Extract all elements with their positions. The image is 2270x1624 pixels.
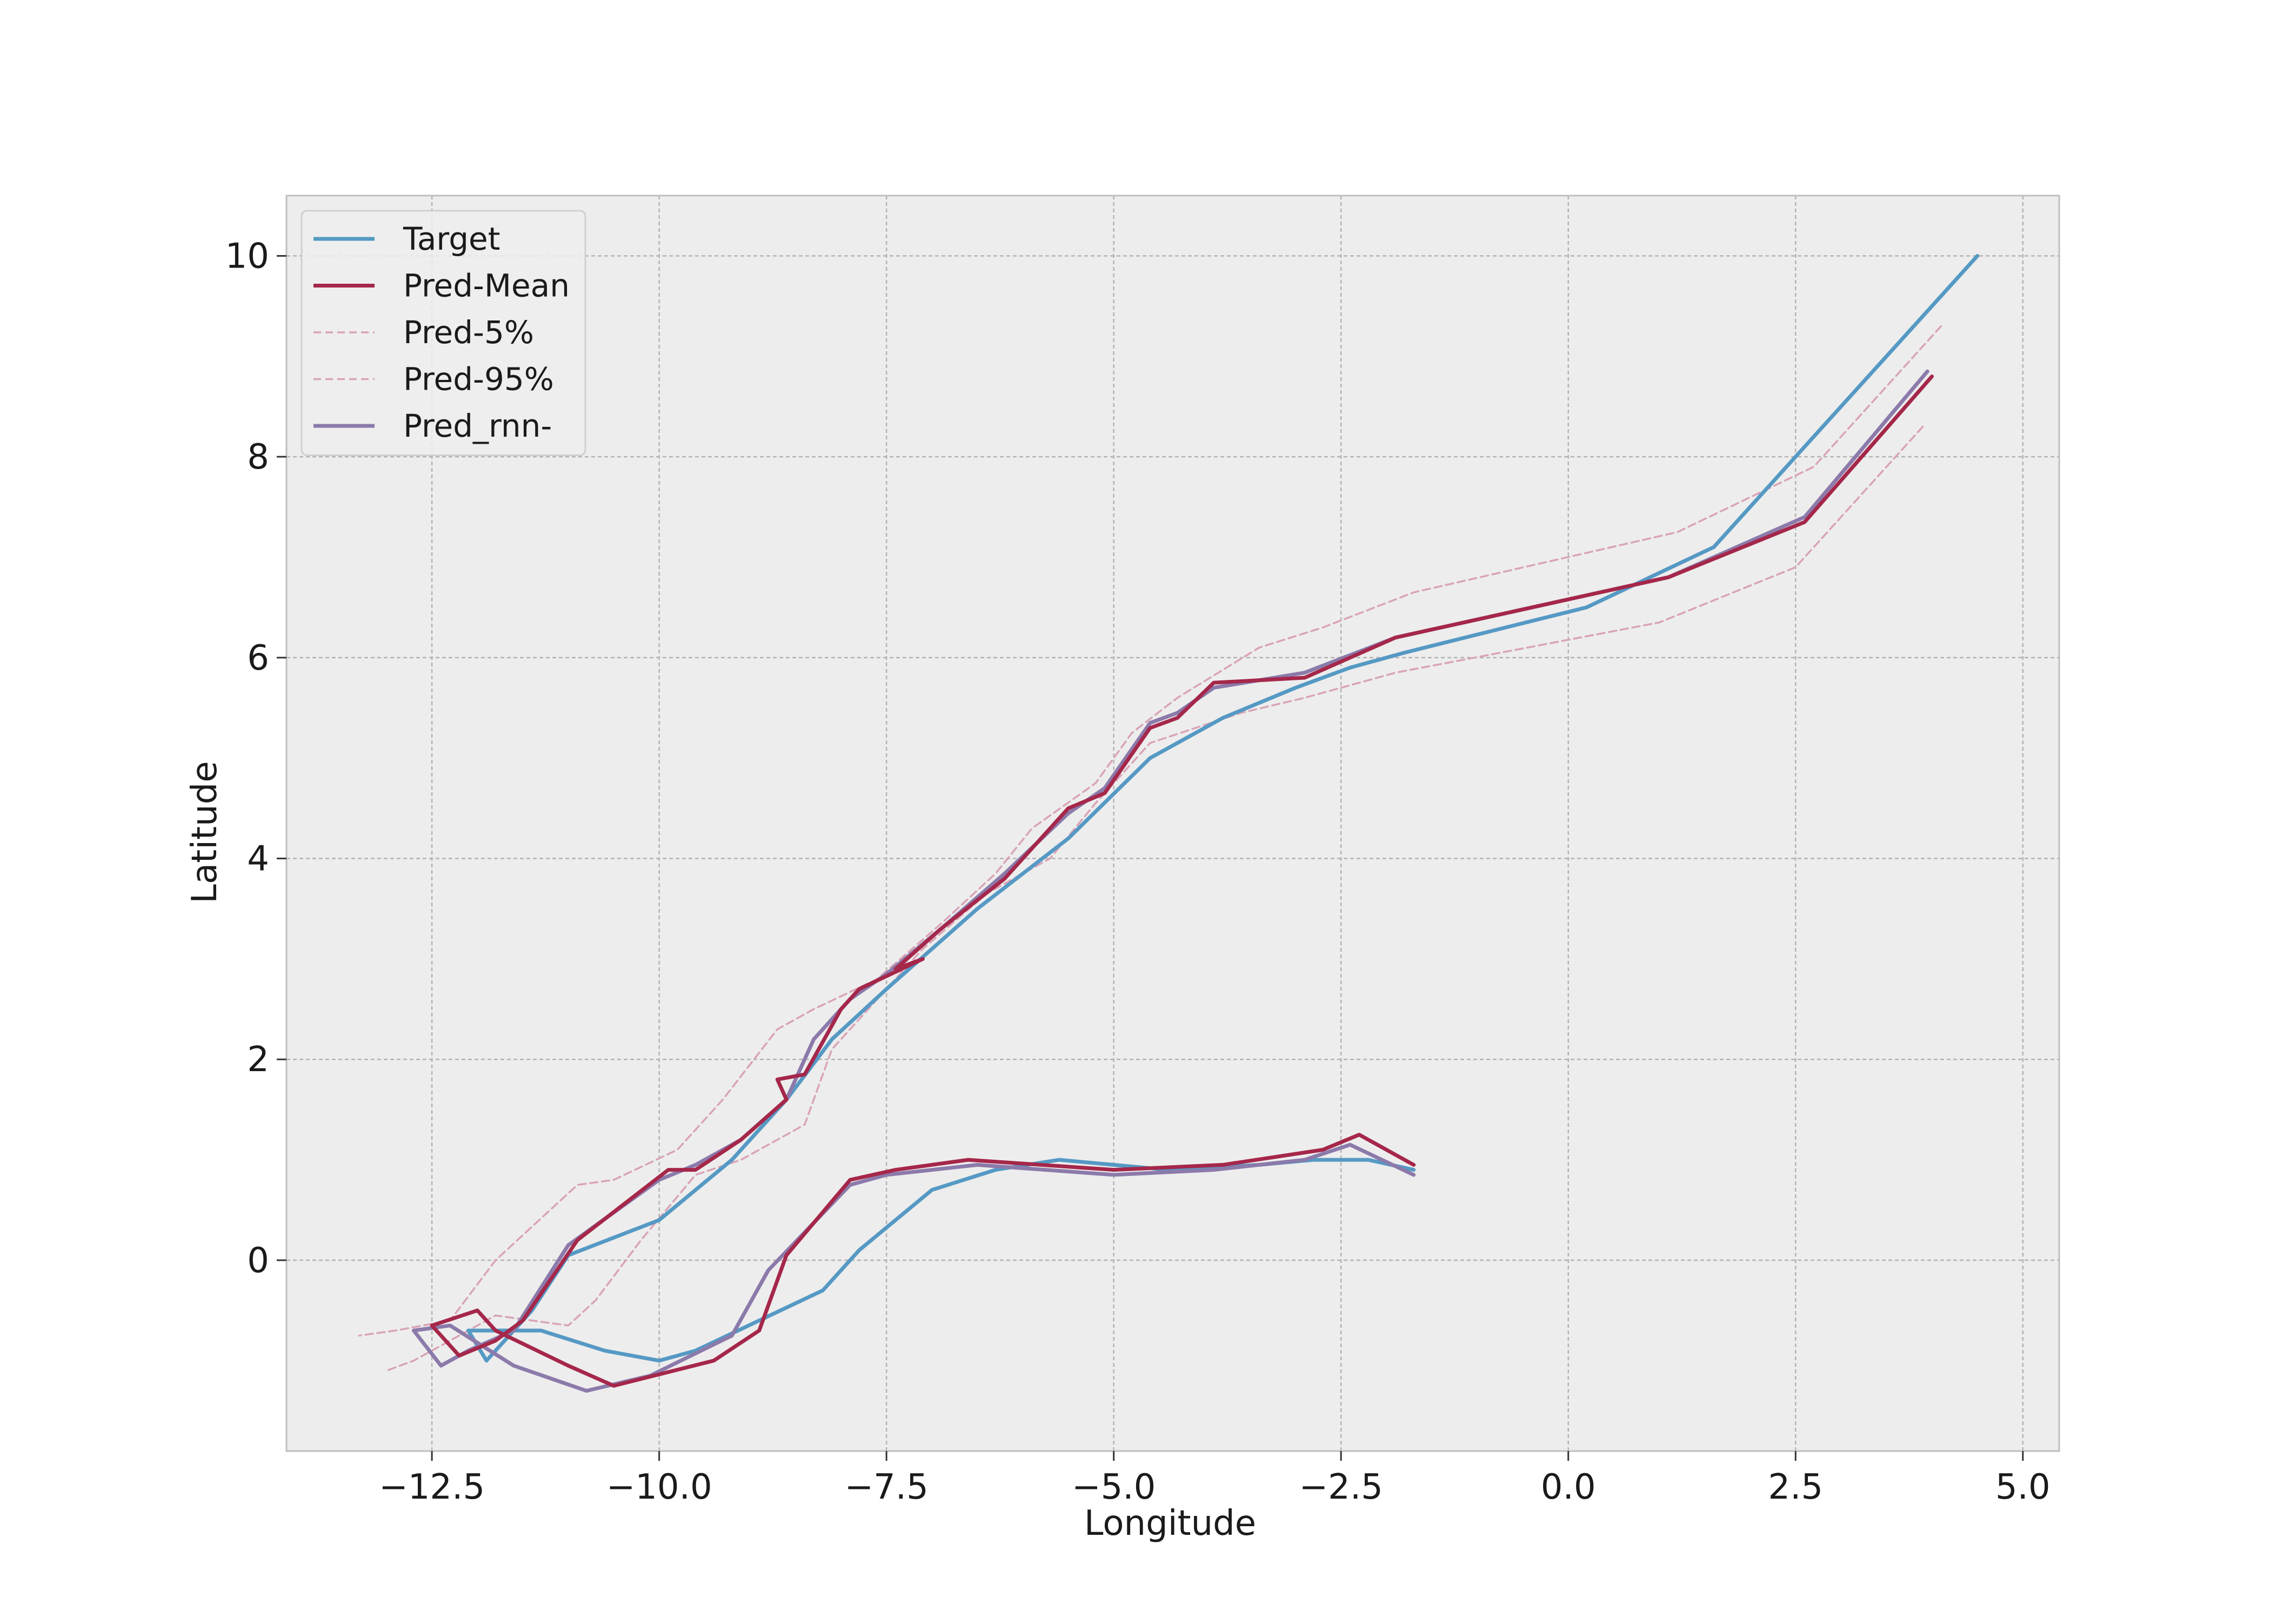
series-line-pred-mean — [430, 375, 1934, 1388]
x-tick-label: 0.0 — [1541, 1467, 1596, 1507]
x-tick-label: 2.5 — [1768, 1467, 1823, 1507]
x-tick-label: −5.0 — [1072, 1467, 1156, 1507]
series-line-pred-5 — [358, 325, 1942, 1337]
legend-item-pred-mean: Pred-Mean — [313, 268, 570, 304]
y-tick-label: 2 — [247, 1040, 269, 1080]
series-line-target — [466, 254, 1980, 1363]
x-axis-label: Longitude — [1084, 1503, 1256, 1543]
series-lines — [358, 254, 1980, 1393]
legend: Target Pred-Mean Pred-5% Pred-95% Pred_rnn- — [301, 210, 586, 456]
legend-label: Pred_rnn- — [403, 407, 552, 444]
y-tick-label: 6 — [247, 638, 269, 678]
y-tick-label: 10 — [225, 237, 269, 277]
x-tick-label: −7.5 — [844, 1467, 928, 1507]
x-tick-label: −10.0 — [606, 1467, 712, 1507]
x-tick-label: 5.0 — [1995, 1467, 2051, 1507]
legend-box — [301, 210, 586, 456]
legend-item-pred-5: Pred-5% — [313, 314, 534, 351]
y-tick-label: 8 — [247, 437, 269, 477]
y-tick-label: 0 — [247, 1241, 269, 1281]
x-axis-ticks: −12.5 −10.0 −7.5 −5.0 −2.5 0.0 2.5 5.0 — [379, 1451, 2051, 1507]
legend-label: Pred-5% — [403, 314, 534, 351]
y-axis-ticks: 0 2 4 6 8 10 — [225, 237, 286, 1281]
x-tick-label: −2.5 — [1299, 1467, 1383, 1507]
plot-frame — [285, 195, 2060, 1452]
y-tick-label: 4 — [247, 839, 269, 879]
legend-label: Target — [403, 220, 500, 257]
legend-label: Pred-95% — [403, 361, 554, 398]
y-axis-label: Latitude — [185, 761, 225, 903]
legend-item-target: Target — [313, 220, 500, 257]
legend-label: Pred-Mean — [403, 268, 570, 304]
x-tick-label: −12.5 — [379, 1467, 485, 1507]
legend-item-pred-rnn: Pred_rnn- — [313, 407, 552, 444]
legend-item-pred-95: Pred-95% — [313, 361, 554, 398]
